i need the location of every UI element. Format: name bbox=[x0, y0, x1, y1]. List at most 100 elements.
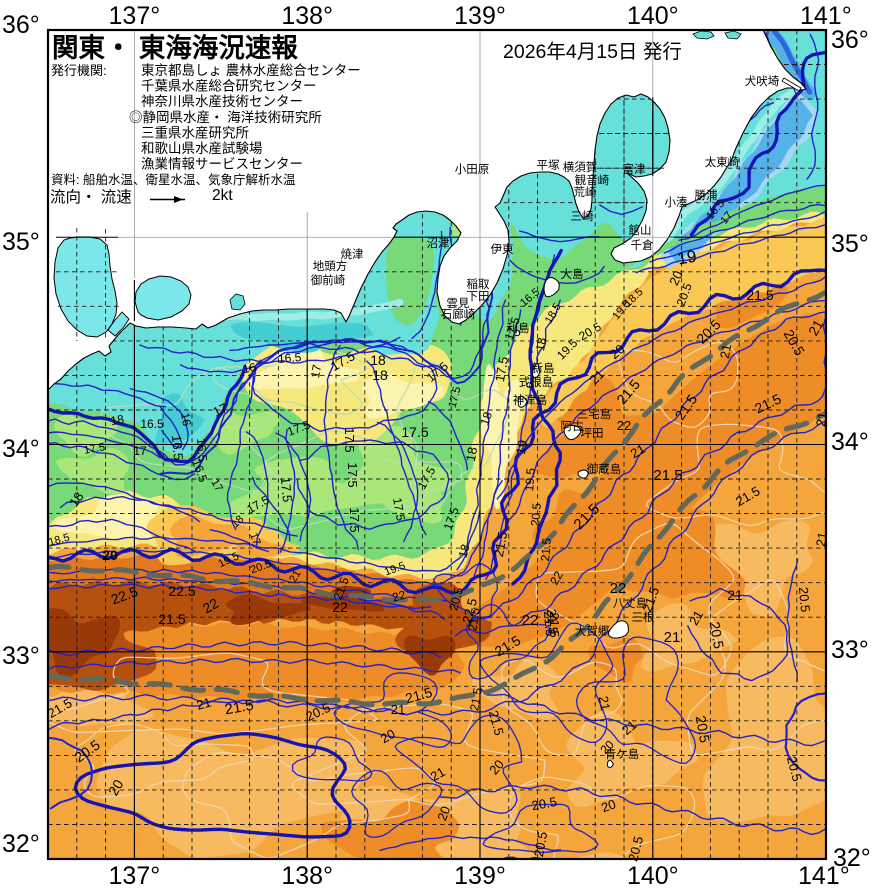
svg-text:32°: 32° bbox=[833, 844, 871, 872]
svg-text:20.5: 20.5 bbox=[796, 586, 813, 613]
svg-text:35°: 35° bbox=[2, 228, 40, 256]
svg-text:新島: 新島 bbox=[532, 361, 555, 375]
svg-text:22: 22 bbox=[610, 580, 627, 597]
svg-text:17.5: 17.5 bbox=[401, 424, 428, 440]
svg-text:139°: 139° bbox=[454, 2, 506, 30]
svg-text:21.5: 21.5 bbox=[538, 537, 554, 562]
svg-text:21: 21 bbox=[287, 568, 304, 585]
svg-text:坪田: 坪田 bbox=[581, 427, 604, 440]
svg-text:平塚: 平塚 bbox=[537, 158, 560, 172]
svg-text:36°: 36° bbox=[831, 26, 869, 54]
svg-text:21.5: 21.5 bbox=[491, 530, 510, 558]
svg-text:21.5: 21.5 bbox=[223, 697, 255, 719]
svg-text:18: 18 bbox=[372, 367, 388, 383]
svg-text:和歌山県水産試験場: 和歌山県水産試験場 bbox=[141, 141, 263, 156]
svg-text:16.5: 16.5 bbox=[169, 434, 186, 461]
svg-text:稲取: 稲取 bbox=[467, 278, 490, 291]
svg-text:伊東: 伊東 bbox=[491, 243, 514, 256]
svg-text:17.5: 17.5 bbox=[390, 497, 408, 523]
svg-text:22: 22 bbox=[547, 568, 566, 587]
svg-text:17.5: 17.5 bbox=[447, 385, 464, 409]
svg-text:神津島: 神津島 bbox=[513, 393, 548, 407]
svg-text:三宅島: 三宅島 bbox=[577, 407, 612, 421]
svg-text:2kt: 2kt bbox=[212, 187, 233, 204]
svg-text:21: 21 bbox=[391, 702, 405, 717]
svg-text:漁業情報サービスセンター: 漁業情報サービスセンター bbox=[141, 157, 303, 172]
svg-text:21: 21 bbox=[813, 411, 830, 428]
svg-text:17: 17 bbox=[133, 444, 147, 458]
svg-text:21.5: 21.5 bbox=[746, 287, 773, 303]
svg-text:17: 17 bbox=[247, 531, 262, 547]
svg-text:21: 21 bbox=[628, 441, 648, 461]
svg-text:20.5: 20.5 bbox=[446, 586, 466, 612]
svg-text:22.5: 22.5 bbox=[459, 597, 480, 625]
svg-text:御前崎: 御前崎 bbox=[311, 273, 346, 287]
svg-text:流向・ 流速: 流向・ 流速 bbox=[50, 188, 132, 206]
svg-text:千葉県水産総合研究センター: 千葉県水産総合研究センター bbox=[141, 79, 317, 94]
svg-text:20.5: 20.5 bbox=[707, 620, 728, 650]
svg-text:21.5: 21.5 bbox=[465, 606, 483, 632]
svg-text:発行機関:: 発行機関: bbox=[51, 63, 107, 78]
svg-text:20.5: 20.5 bbox=[528, 502, 544, 527]
svg-text:◎静岡県水産・ 海洋技術研究所: ◎静岡県水産・ 海洋技術研究所 bbox=[129, 110, 322, 125]
svg-text:137°: 137° bbox=[109, 862, 161, 888]
svg-text:21.5: 21.5 bbox=[486, 709, 507, 737]
svg-text:22: 22 bbox=[332, 599, 348, 615]
svg-text:34°: 34° bbox=[2, 435, 40, 463]
svg-text:大島: 大島 bbox=[561, 267, 584, 281]
svg-text:21: 21 bbox=[805, 317, 827, 339]
svg-text:20.5: 20.5 bbox=[531, 830, 550, 858]
svg-text:17.5: 17.5 bbox=[347, 507, 362, 532]
svg-text:太東崎: 太東崎 bbox=[705, 155, 740, 169]
svg-text:21.5: 21.5 bbox=[541, 610, 558, 637]
svg-text:荒崎: 荒崎 bbox=[574, 185, 597, 199]
svg-text:18: 18 bbox=[533, 336, 549, 352]
svg-text:19: 19 bbox=[676, 247, 698, 269]
svg-text:20: 20 bbox=[378, 726, 398, 746]
svg-text:22: 22 bbox=[200, 595, 222, 617]
svg-text:阿古: 阿古 bbox=[561, 419, 584, 433]
svg-text:21.5: 21.5 bbox=[158, 611, 185, 627]
svg-text:21: 21 bbox=[813, 531, 830, 548]
svg-text:19.5: 19.5 bbox=[522, 467, 538, 492]
svg-text:36°: 36° bbox=[2, 11, 40, 39]
svg-text:17: 17 bbox=[308, 363, 324, 379]
svg-text:18: 18 bbox=[66, 489, 87, 509]
svg-text:20: 20 bbox=[105, 777, 127, 799]
svg-text:関東・ 東海海況速報: 関東・ 東海海況速報 bbox=[52, 33, 298, 63]
svg-text:18: 18 bbox=[477, 410, 495, 428]
svg-text:地頭方: 地頭方 bbox=[313, 259, 348, 273]
svg-text:141°: 141° bbox=[798, 862, 850, 888]
svg-text:21: 21 bbox=[686, 608, 706, 628]
svg-text:20.5: 20.5 bbox=[784, 755, 805, 783]
svg-text:32°: 32° bbox=[2, 830, 40, 858]
svg-text:19: 19 bbox=[513, 439, 530, 456]
svg-text:犬吠埼: 犬吠埼 bbox=[745, 74, 780, 88]
svg-text:35°: 35° bbox=[831, 230, 869, 258]
svg-text:観音崎: 観音崎 bbox=[575, 173, 610, 187]
svg-text:東京都島しょ 農林水産総合センター: 東京都島しょ 農林水産総合センター bbox=[141, 63, 361, 78]
svg-text:小田原: 小田原 bbox=[455, 163, 490, 176]
svg-text:17: 17 bbox=[210, 400, 229, 420]
svg-text:16.5: 16.5 bbox=[277, 350, 302, 366]
svg-text:神奈川県水産技術センター: 神奈川県水産技術センター bbox=[141, 94, 303, 109]
svg-text:140°: 140° bbox=[627, 862, 679, 888]
svg-text:18.5: 18.5 bbox=[47, 532, 71, 549]
svg-text:21: 21 bbox=[596, 695, 613, 712]
svg-text:資料: 船舶水温、衛星水温、気象庁解析水温: 資料: 船舶水温、衛星水温、気象庁解析水温 bbox=[51, 172, 296, 187]
svg-text:21.5: 21.5 bbox=[403, 684, 434, 707]
svg-text:16.5: 16.5 bbox=[140, 417, 164, 431]
svg-text:御蔵島: 御蔵島 bbox=[587, 462, 622, 476]
svg-text:下田: 下田 bbox=[467, 291, 490, 303]
svg-text:22: 22 bbox=[617, 418, 631, 433]
svg-text:20.5: 20.5 bbox=[625, 835, 646, 863]
svg-text:勝浦: 勝浦 bbox=[695, 188, 718, 202]
svg-text:16: 16 bbox=[178, 412, 194, 428]
svg-text:141°: 141° bbox=[800, 2, 852, 30]
svg-text:21.5: 21.5 bbox=[653, 467, 682, 484]
svg-text:千倉: 千倉 bbox=[631, 238, 654, 252]
svg-text:140°: 140° bbox=[627, 2, 679, 30]
svg-text:20: 20 bbox=[102, 547, 118, 563]
svg-text:三重県水産研究所: 三重県水産研究所 bbox=[141, 125, 249, 140]
svg-text:18: 18 bbox=[370, 352, 386, 368]
